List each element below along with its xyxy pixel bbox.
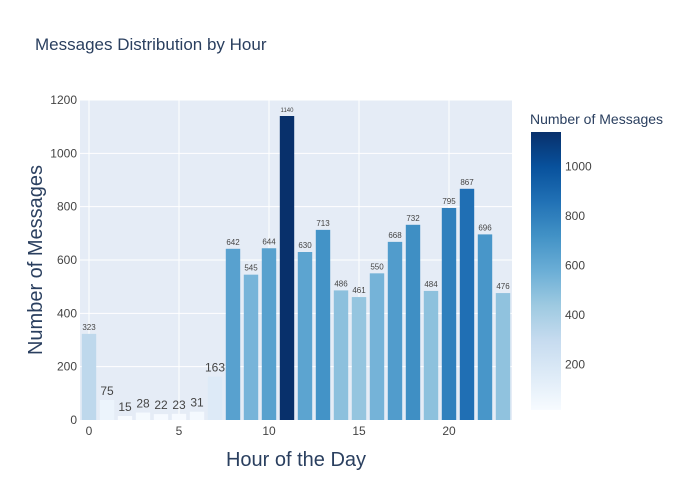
bar-value-label: 668 (388, 231, 402, 240)
colorbar-ticks: 200 400 600 800 1000 (565, 160, 592, 372)
colorbar-tick-label: 800 (565, 209, 585, 223)
x-axis-title: Hour of the Day (226, 449, 366, 471)
bar (207, 376, 223, 420)
bar (279, 116, 295, 420)
bar-value-label: 484 (424, 280, 438, 289)
y-tick-label: 1000 (50, 146, 77, 160)
bar-value-label: 22 (154, 398, 168, 412)
x-tick-label: 15 (352, 424, 366, 438)
bar (333, 290, 349, 420)
bar (315, 229, 331, 420)
bar-value-label: 795 (442, 197, 456, 206)
y-tick-label: 0 (70, 413, 77, 427)
colorbar-title: Number of Messages (530, 111, 663, 127)
bar-value-label: 630 (298, 241, 312, 250)
y-axis-title: Number of Messages (25, 165, 47, 355)
bar-value-label: 31 (190, 396, 204, 410)
bars (81, 116, 511, 420)
bar-value-label: 15 (118, 400, 132, 414)
bar-value-label: 75 (100, 384, 114, 398)
bar-value-label: 550 (370, 262, 384, 271)
bar-value-label: 644 (262, 237, 276, 246)
bar (189, 411, 205, 420)
bar-value-label: 163 (205, 361, 225, 375)
y-axis-ticks: 0 200 400 600 800 1000 1200 (50, 93, 77, 427)
x-tick-label: 5 (176, 424, 183, 438)
bar-value-label: 461 (352, 286, 366, 295)
bar-value-label: 486 (334, 279, 348, 288)
bar-value-label: 732 (406, 214, 420, 223)
bar-value-label: 1140 (281, 108, 295, 114)
bar (81, 333, 97, 420)
bar (387, 241, 403, 420)
bar-labels: 323 75 15 28 22 23 31 163 642 545 644 1140 630 713 486… (82, 108, 510, 414)
y-tick-label: 600 (57, 253, 77, 267)
bar (261, 248, 277, 420)
bar-value-label: 696 (478, 223, 492, 232)
bar (351, 297, 367, 420)
bar (495, 293, 511, 420)
bar-value-label: 323 (82, 323, 96, 332)
bar (117, 416, 133, 420)
x-axis-ticks: 0 5 10 15 20 (86, 424, 456, 438)
bar (243, 274, 259, 420)
x-tick-label: 10 (262, 424, 276, 438)
bar (459, 188, 475, 420)
y-tick-label: 1200 (50, 93, 77, 107)
x-tick-label: 0 (86, 424, 93, 438)
bar (477, 234, 493, 420)
colorbar-tick-label: 400 (565, 308, 585, 322)
bar-value-label: 867 (460, 178, 474, 187)
bar (171, 413, 187, 420)
bar (369, 273, 385, 420)
bar (99, 400, 115, 420)
bar (225, 248, 241, 420)
bar (423, 290, 439, 420)
colorbar-tick-label: 600 (565, 258, 585, 272)
colorbar-tick-label: 1000 (565, 160, 592, 174)
x-tick-label: 20 (442, 424, 456, 438)
bar-value-label: 28 (136, 397, 150, 411)
chart-title: Messages Distribution by Hour (35, 35, 267, 54)
bar (441, 208, 457, 420)
bar-value-label: 642 (226, 238, 240, 247)
bar-value-label: 23 (172, 398, 186, 412)
bar (297, 252, 313, 420)
colorbar (531, 132, 561, 410)
bar (135, 412, 151, 420)
bar-value-label: 476 (496, 282, 510, 291)
y-tick-label: 400 (57, 306, 77, 320)
y-tick-label: 800 (57, 200, 77, 214)
bar-value-label: 713 (316, 219, 330, 228)
bar (405, 224, 421, 420)
bar (153, 414, 169, 420)
bar-value-label: 545 (244, 264, 258, 273)
colorbar-tick-label: 200 (565, 357, 585, 371)
y-tick-label: 200 (57, 360, 77, 374)
